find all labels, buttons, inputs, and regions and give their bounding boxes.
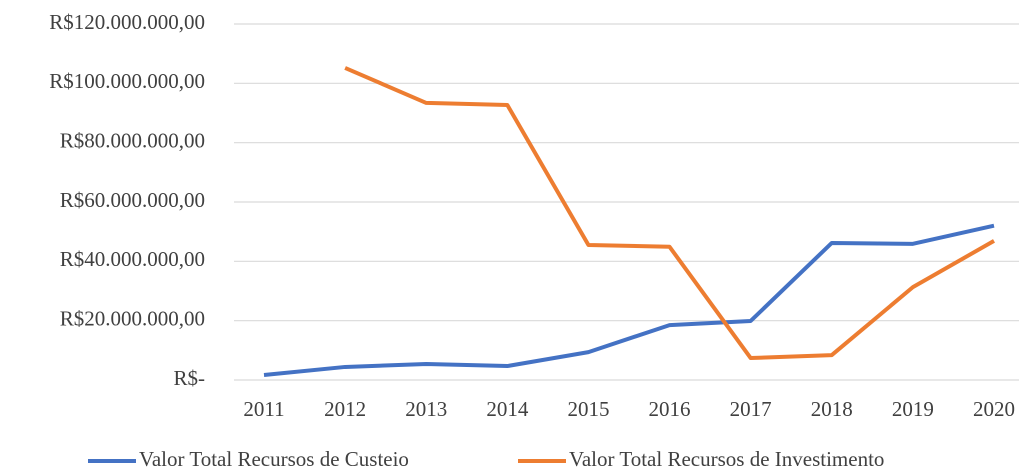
x-tick-label: 2016 — [649, 397, 691, 421]
x-tick-label: 2011 — [243, 397, 284, 421]
y-tick-label: R$- — [174, 366, 206, 390]
y-tick-label: R$120.000.000,00 — [49, 10, 205, 34]
x-tick-label: 2012 — [324, 397, 366, 421]
x-tick-label: 2015 — [567, 397, 609, 421]
legend-label: Valor Total Recursos de Custeio — [139, 447, 409, 471]
series-line — [344, 66, 995, 361]
y-tick-label: R$80.000.000,00 — [60, 128, 205, 152]
x-tick-label: 2019 — [892, 397, 934, 421]
x-tick-label: 2018 — [811, 397, 853, 421]
legend-label: Valor Total Recursos de Investimento — [569, 447, 884, 471]
y-tick-label: R$20.000.000,00 — [60, 306, 205, 330]
x-tick-label: 2020 — [973, 397, 1015, 421]
series-line — [263, 223, 995, 377]
x-tick-label: 2017 — [730, 397, 772, 421]
y-tick-label: R$100.000.000,00 — [49, 69, 205, 93]
y-tick-label: R$60.000.000,00 — [60, 188, 205, 212]
x-tick-label: 2013 — [405, 397, 447, 421]
x-tick-label: 2014 — [486, 397, 529, 421]
y-tick-label: R$40.000.000,00 — [60, 247, 205, 271]
